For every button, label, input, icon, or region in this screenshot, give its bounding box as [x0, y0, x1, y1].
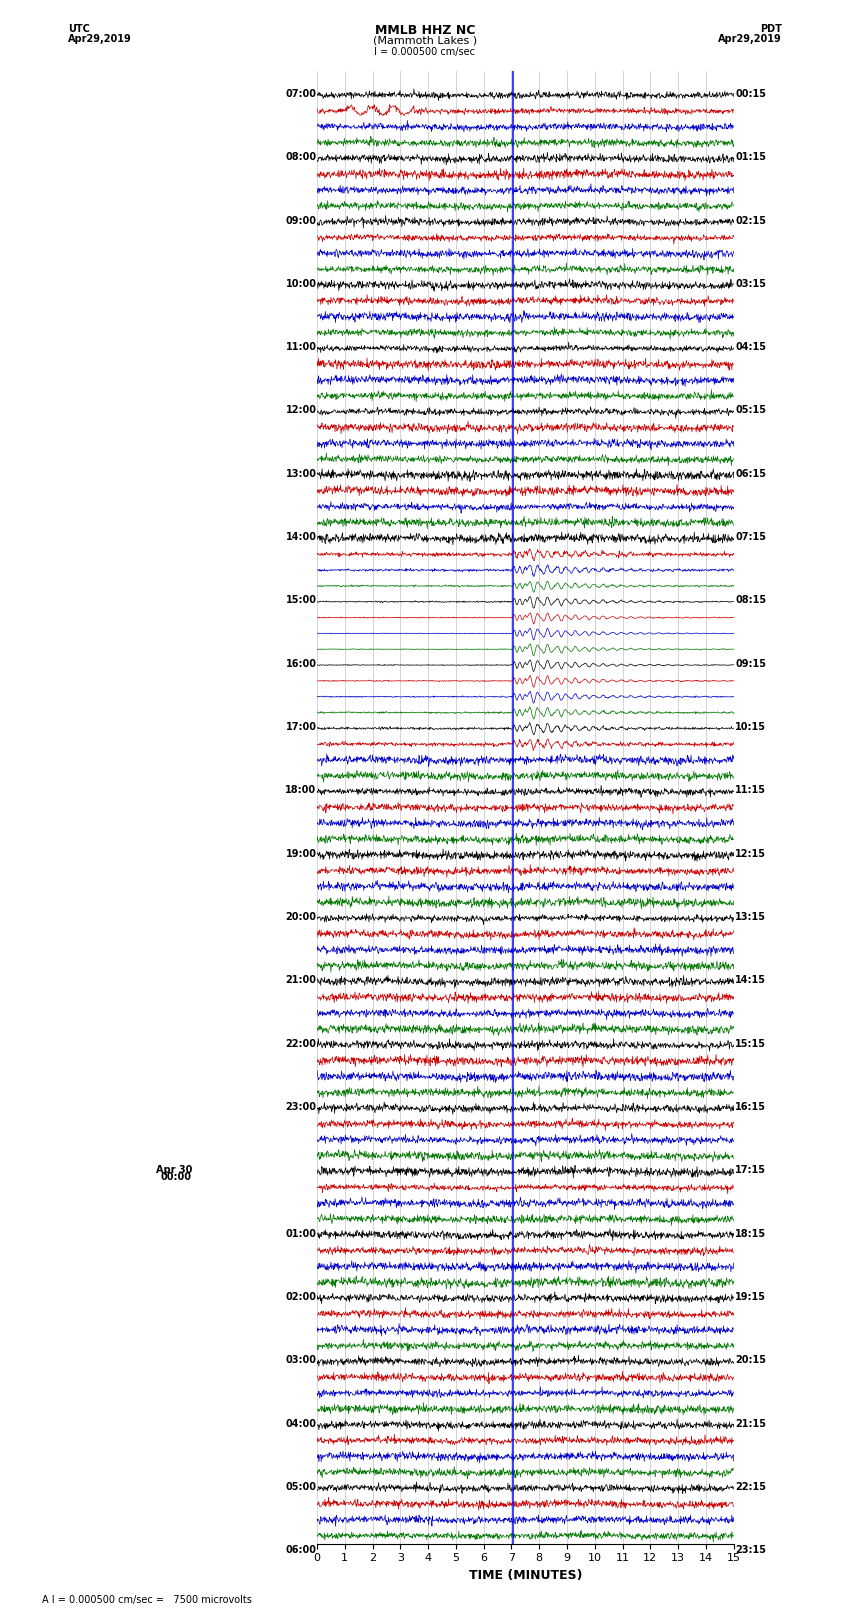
Text: I = 0.000500 cm/sec: I = 0.000500 cm/sec [375, 47, 475, 56]
Text: 12:00: 12:00 [286, 405, 316, 416]
Text: 12:15: 12:15 [735, 848, 766, 858]
Text: 19:00: 19:00 [286, 848, 316, 858]
Text: 20:00: 20:00 [286, 911, 316, 923]
Text: 23:00: 23:00 [286, 1102, 316, 1111]
Text: 00:15: 00:15 [735, 89, 766, 98]
Text: 01:15: 01:15 [735, 152, 766, 163]
Text: MMLB HHZ NC: MMLB HHZ NC [375, 24, 475, 37]
Text: 03:15: 03:15 [735, 279, 766, 289]
Text: 03:00: 03:00 [286, 1355, 316, 1365]
Text: 02:00: 02:00 [286, 1292, 316, 1302]
Text: 16:15: 16:15 [735, 1102, 766, 1111]
Text: 08:00: 08:00 [286, 152, 316, 163]
Text: Apr29,2019: Apr29,2019 [68, 34, 132, 44]
Text: 04:00: 04:00 [286, 1418, 316, 1429]
Text: 16:00: 16:00 [286, 658, 316, 669]
Text: 02:15: 02:15 [735, 216, 766, 226]
Text: 13:00: 13:00 [286, 469, 316, 479]
Text: Apr 30: Apr 30 [156, 1165, 192, 1176]
Text: 18:00: 18:00 [286, 786, 316, 795]
Text: 07:15: 07:15 [735, 532, 766, 542]
Text: 04:15: 04:15 [735, 342, 766, 352]
Text: 09:15: 09:15 [735, 658, 766, 669]
Text: 05:15: 05:15 [735, 405, 766, 416]
Text: 01:00: 01:00 [286, 1229, 316, 1239]
Text: 21:00: 21:00 [286, 976, 316, 986]
X-axis label: TIME (MINUTES): TIME (MINUTES) [468, 1569, 582, 1582]
Text: 17:15: 17:15 [735, 1165, 766, 1176]
Text: 15:00: 15:00 [286, 595, 316, 605]
Text: 22:00: 22:00 [286, 1039, 316, 1048]
Text: 22:15: 22:15 [735, 1482, 766, 1492]
Text: 18:15: 18:15 [735, 1229, 766, 1239]
Text: 00:00: 00:00 [161, 1171, 192, 1182]
Text: 15:15: 15:15 [735, 1039, 766, 1048]
Text: 17:00: 17:00 [286, 723, 316, 732]
Text: 13:15: 13:15 [735, 911, 766, 923]
Text: 21:15: 21:15 [735, 1418, 766, 1429]
Text: 20:15: 20:15 [735, 1355, 766, 1365]
Text: 10:00: 10:00 [286, 279, 316, 289]
Text: 10:15: 10:15 [735, 723, 766, 732]
Text: PDT: PDT [760, 24, 782, 34]
Text: A I = 0.000500 cm/sec =   7500 microvolts: A I = 0.000500 cm/sec = 7500 microvolts [42, 1595, 252, 1605]
Text: 06:15: 06:15 [735, 469, 766, 479]
Text: 14:00: 14:00 [286, 532, 316, 542]
Text: 11:15: 11:15 [735, 786, 766, 795]
Text: (Mammoth Lakes ): (Mammoth Lakes ) [373, 35, 477, 45]
Text: 23:15: 23:15 [735, 1545, 766, 1555]
Text: 07:00: 07:00 [286, 89, 316, 98]
Text: Apr29,2019: Apr29,2019 [718, 34, 782, 44]
Text: 11:00: 11:00 [286, 342, 316, 352]
Text: 14:15: 14:15 [735, 976, 766, 986]
Text: 19:15: 19:15 [735, 1292, 766, 1302]
Text: 06:00: 06:00 [286, 1545, 316, 1555]
Text: 05:00: 05:00 [286, 1482, 316, 1492]
Text: 09:00: 09:00 [286, 216, 316, 226]
Text: 08:15: 08:15 [735, 595, 766, 605]
Text: UTC: UTC [68, 24, 90, 34]
